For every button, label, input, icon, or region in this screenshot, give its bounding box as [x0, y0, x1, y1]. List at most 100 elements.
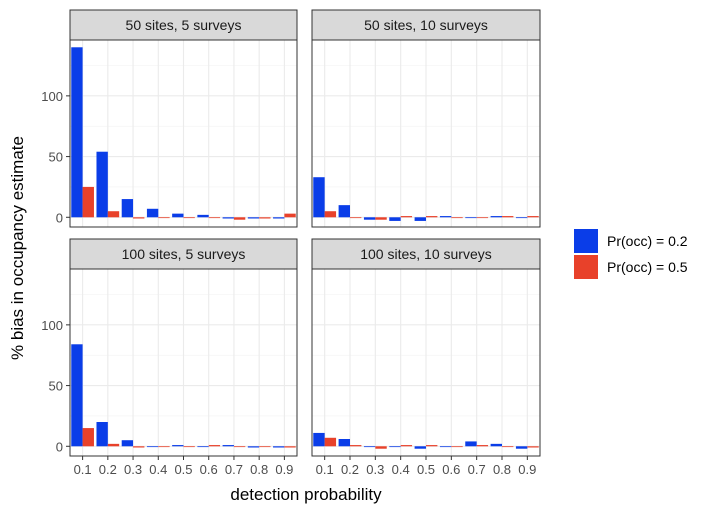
bar	[426, 445, 438, 447]
legend-label: Pr(occ) = 0.2	[607, 233, 688, 249]
bar	[233, 217, 246, 220]
x-tick-label: 0.1	[316, 462, 334, 477]
bar	[222, 445, 234, 447]
bar	[197, 214, 209, 218]
x-tick-label: 0.7	[225, 462, 243, 477]
bar	[233, 446, 246, 448]
bar	[389, 446, 401, 448]
bar	[96, 422, 108, 447]
bar	[363, 217, 376, 220]
bar	[183, 446, 195, 448]
x-tick-label: 0.5	[174, 462, 192, 477]
x-tick-label: 0.9	[518, 462, 536, 477]
bar	[107, 211, 120, 218]
bar	[158, 446, 170, 448]
bar	[502, 446, 514, 448]
bar	[197, 446, 209, 448]
bar	[324, 211, 337, 218]
x-tick-label: 0.3	[366, 462, 384, 477]
x-tick-label: 0.7	[468, 462, 486, 477]
facet-panel: 50 sites, 5 surveys 0 50 100	[41, 9, 298, 228]
bar	[183, 217, 195, 219]
facet-panel: 100 sites, 5 surveys 0 50 100 0.1 0.2 0.3 0.4 0.…	[41, 238, 298, 477]
bar	[439, 446, 452, 448]
bar	[490, 443, 502, 447]
bar	[439, 216, 452, 218]
facet-strip	[311, 238, 541, 270]
bar	[284, 213, 296, 218]
bar	[71, 47, 83, 218]
bar	[313, 177, 325, 218]
bar	[107, 443, 120, 447]
bar	[375, 446, 387, 449]
bar	[527, 446, 539, 448]
bar	[476, 217, 489, 219]
facet-strip	[69, 238, 298, 270]
facet-strip-label: 100 sites, 10 surveys	[360, 246, 492, 262]
bar	[247, 217, 260, 219]
x-tick-label: 0.1	[74, 462, 92, 477]
bar	[338, 439, 350, 447]
bar	[389, 217, 401, 221]
y-tick-label: 0	[56, 439, 63, 454]
bar	[400, 445, 413, 447]
bar	[208, 445, 221, 447]
bar	[82, 428, 94, 447]
bar	[465, 217, 477, 219]
bar	[121, 440, 134, 447]
bar	[133, 217, 145, 219]
bar	[350, 217, 362, 219]
bar	[172, 445, 184, 447]
bar	[350, 445, 362, 447]
legend-label: Pr(occ) = 0.5	[607, 259, 688, 275]
bar	[259, 446, 271, 448]
bar	[414, 217, 426, 221]
bar	[414, 446, 426, 449]
bar	[502, 216, 514, 218]
x-tick-label: 0.5	[417, 462, 435, 477]
bar	[133, 446, 145, 448]
x-tick-label: 0.4	[149, 462, 167, 477]
bar	[375, 217, 387, 220]
x-tick-label: 0.3	[124, 462, 142, 477]
bar	[259, 217, 271, 219]
x-tick-label: 0.8	[250, 462, 268, 477]
facet-strip-label: 100 sites, 5 surveys	[122, 246, 246, 262]
y-tick-label: 0	[56, 210, 63, 225]
x-tick-label: 0.6	[200, 462, 218, 477]
bar	[172, 213, 184, 218]
facet-panel: 50 sites, 10 surveys	[311, 9, 541, 228]
y-tick-label: 50	[49, 150, 63, 165]
panel-border	[69, 39, 298, 228]
facet-strip-label: 50 sites, 5 surveys	[126, 17, 242, 33]
bar	[273, 446, 285, 448]
y-axis-title: % bias in occupancy estimate	[8, 136, 27, 360]
x-tick-label: 0.6	[442, 462, 460, 477]
bar	[158, 217, 170, 219]
y-tick-label: 100	[41, 318, 63, 333]
legend: Pr(occ) = 0.2 Pr(occ) = 0.5	[574, 229, 688, 279]
bar	[247, 446, 260, 448]
x-tick-label: 0.4	[392, 462, 410, 477]
bar	[222, 217, 234, 219]
bar	[273, 217, 285, 219]
bar	[363, 446, 376, 448]
x-tick-label: 0.8	[493, 462, 511, 477]
bar	[96, 151, 108, 218]
bar	[71, 344, 83, 447]
bar	[121, 199, 134, 218]
bar	[490, 216, 502, 218]
x-tick-label: 0.2	[341, 462, 359, 477]
facet-strip	[69, 9, 298, 41]
facet-strip	[311, 9, 541, 41]
bar	[338, 205, 350, 218]
bar	[208, 217, 221, 219]
bar	[515, 446, 528, 449]
bar	[313, 432, 325, 447]
legend-key	[574, 229, 598, 253]
bar	[146, 446, 159, 448]
bar	[82, 186, 94, 218]
bar	[451, 217, 463, 219]
bar	[476, 445, 489, 447]
